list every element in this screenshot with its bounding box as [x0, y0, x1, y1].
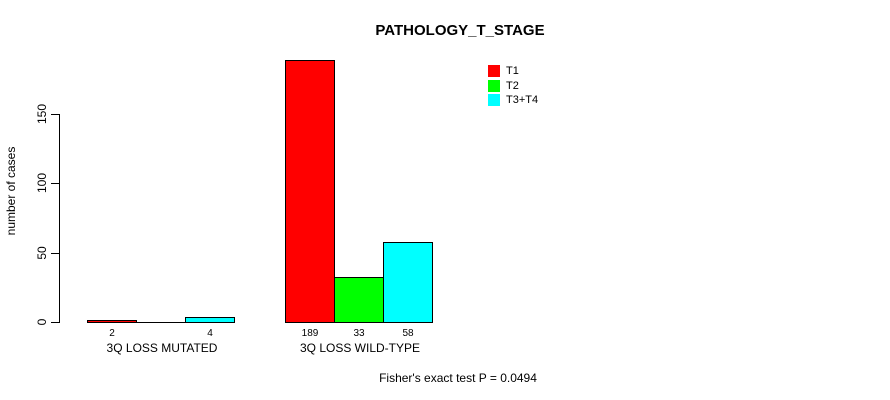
stat-annotation: Fisher's exact test P = 0.0494	[379, 371, 537, 385]
y-tick-mark	[51, 114, 59, 115]
legend-label: T1	[506, 65, 519, 77]
bar-value-label: 4	[207, 328, 213, 339]
zero-bar-T2	[136, 322, 186, 323]
bar-T1	[87, 320, 137, 323]
y-tick-label: 0	[35, 318, 49, 326]
bar-T3+T4	[185, 317, 235, 323]
bar-T3+T4	[383, 242, 433, 323]
y-tick-label: 150	[35, 103, 49, 125]
y-tick-label: 100	[35, 172, 49, 194]
bar-value-label: 2	[109, 328, 115, 339]
legend-swatch-icon	[488, 65, 500, 77]
y-axis-title: number of cases	[4, 146, 18, 236]
legend-swatch-icon	[488, 79, 500, 92]
legend-swatch-icon	[488, 94, 500, 106]
y-tick-mark	[51, 322, 59, 323]
y-tick-mark	[51, 253, 59, 254]
legend-item-T1: T1	[488, 65, 519, 77]
chart-title: PATHOLOGY_T_STAGE	[375, 22, 545, 39]
bar-T1	[285, 60, 335, 323]
legend-item-T2: T2	[488, 79, 519, 92]
legend-label: T3+T4	[506, 94, 539, 106]
legend-item-T3+T4: T3+T4	[488, 94, 538, 106]
category-label: 3Q LOSS MUTATED	[106, 341, 218, 355]
bar-value-label: 33	[353, 328, 365, 339]
bar-T2	[334, 277, 384, 323]
y-axis-line	[59, 114, 60, 323]
bar-value-label: 189	[301, 328, 319, 339]
y-tick-mark	[51, 183, 59, 184]
legend-label: T2	[506, 79, 519, 92]
bar-value-label: 58	[402, 328, 414, 339]
y-tick-label: 50	[35, 246, 49, 260]
category-label: 3Q LOSS WILD-TYPE	[299, 341, 421, 355]
